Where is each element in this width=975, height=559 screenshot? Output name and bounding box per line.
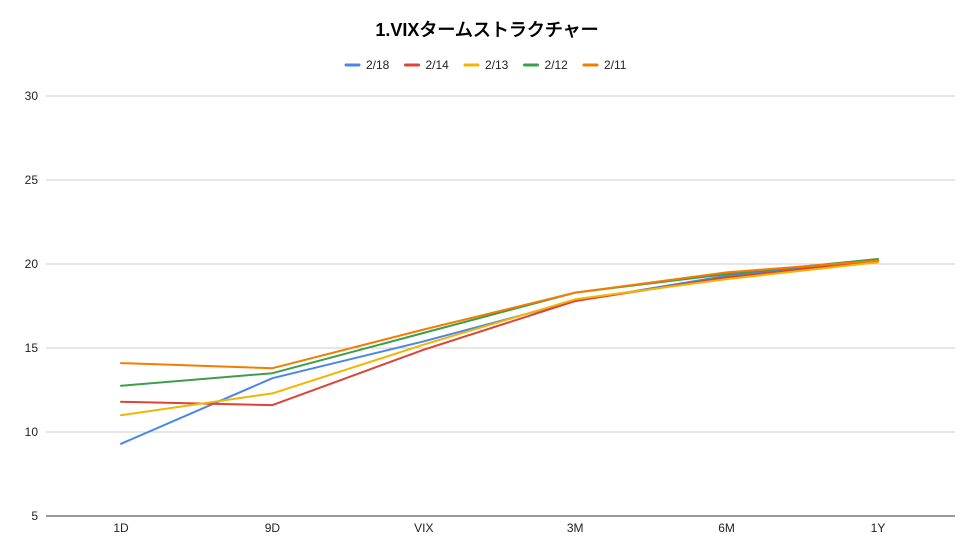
x-tick-label: 6M — [718, 521, 735, 535]
y-tick-label: 30 — [25, 89, 39, 103]
legend-label: 2/13 — [485, 58, 509, 72]
y-axis-ticks: 5 10 15 20 25 30 — [25, 89, 39, 523]
grid-lines — [46, 95, 955, 517]
x-tick-label: VIX — [414, 521, 433, 535]
x-axis-ticks: 1D 9D VIX 3M 6M 1Y — [113, 521, 885, 535]
legend-label: 2/18 — [366, 58, 390, 72]
legend-label: 2/11 — [604, 58, 627, 72]
series-line-2-14 — [120, 259, 879, 407]
series-line-2-13 — [120, 261, 879, 417]
y-tick-label: 25 — [25, 173, 39, 187]
y-tick-label: 15 — [25, 341, 39, 355]
legend: 2/18 2/14 2/13 2/12 2/11 — [344, 58, 627, 72]
y-tick-label: 10 — [25, 425, 39, 439]
x-tick-label: 3M — [567, 521, 584, 535]
legend-label: 2/14 — [426, 58, 450, 72]
series-line-2-18 — [120, 259, 879, 445]
x-tick-label: 1D — [113, 521, 129, 535]
y-tick-label: 20 — [25, 257, 39, 271]
series-lines — [120, 258, 879, 445]
chart-title: 1.VIXタームストラクチャー — [375, 20, 598, 40]
series-line-2-12 — [120, 258, 879, 387]
series-line-2-11 — [120, 259, 879, 370]
x-tick-label: 1Y — [871, 521, 886, 535]
x-tick-label: 9D — [265, 521, 281, 535]
legend-label: 2/12 — [545, 58, 569, 72]
y-tick-label: 5 — [31, 509, 38, 523]
